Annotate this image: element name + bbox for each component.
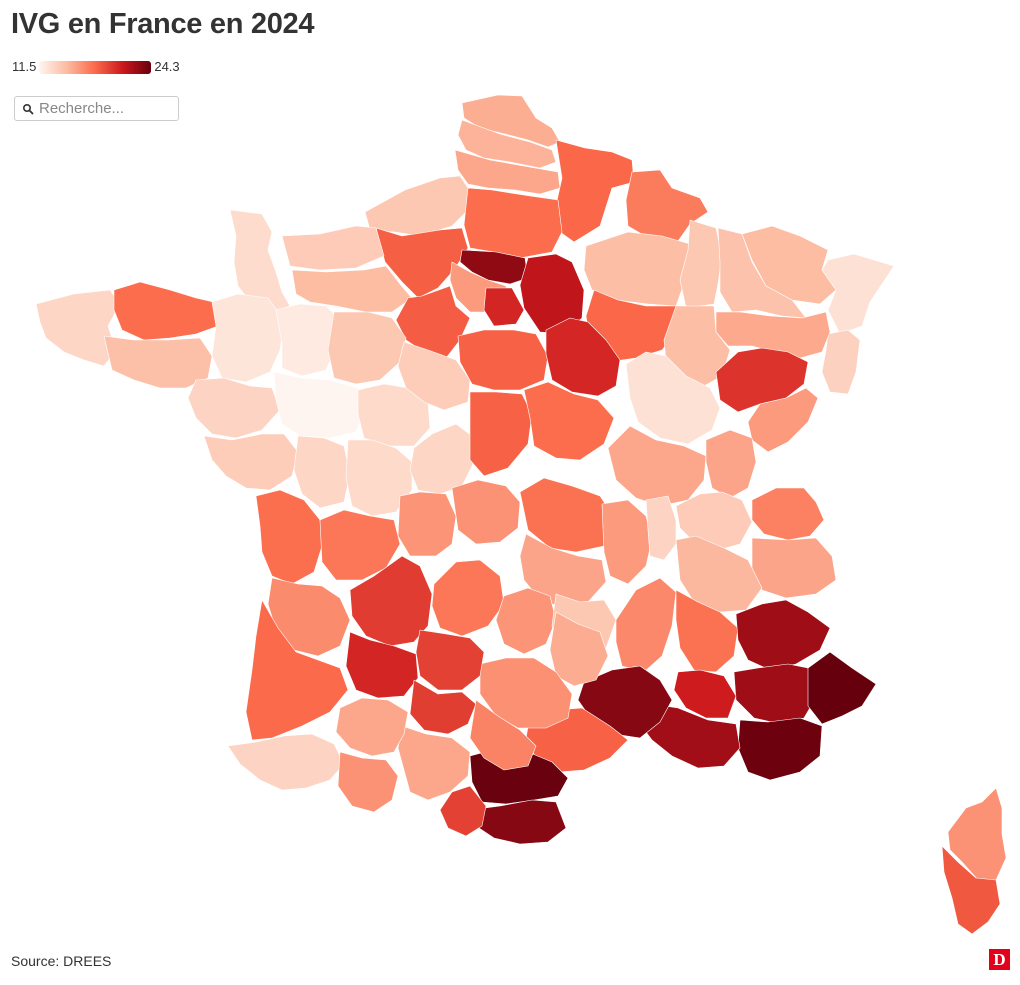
region-lot-et-garonne[interactable]: Lot-et-Garonne : 20.6 xyxy=(345,631,419,699)
legend-min-label: 11.5 xyxy=(12,59,37,74)
region-ariege[interactable]: Ariège : 19.5 xyxy=(439,785,487,837)
logo-icon[interactable]: D xyxy=(989,949,1010,970)
region-vendee[interactable]: Vendée : 13.7 xyxy=(203,433,299,491)
region-cotes-d-armor[interactable]: Côtes-d'Armor : 17.8 xyxy=(113,281,223,341)
region-bas-rhin[interactable]: Bas-Rhin : 12.6 xyxy=(821,253,895,335)
region-rhone[interactable]: Rhône : 13.3 xyxy=(645,495,677,561)
region-alpes-de-haute-provence[interactable]: Alpes-de-Haute-Provence : 22.5 xyxy=(733,663,819,725)
region-ardeche[interactable]: Ardèche : 16.7 xyxy=(615,577,677,673)
region-charente[interactable]: Charente : 17.4 xyxy=(319,509,401,581)
region-haute-saone[interactable]: Haute-Saône : 20 xyxy=(715,347,809,413)
region-essonne[interactable]: Essonne : 20.6 xyxy=(483,287,525,327)
region-cher[interactable]: Cher : 18.2 xyxy=(469,391,533,477)
region-aveyron[interactable]: Aveyron : 16.4 xyxy=(479,657,573,729)
region-creuse[interactable]: Creuse : 16.3 xyxy=(451,479,521,545)
region-cote-d-or[interactable]: Côte-d'Or : 12.6 xyxy=(625,351,721,445)
region-hautes-alpes[interactable]: Hautes-Alpes : 22.5 xyxy=(735,599,831,671)
region-corse-du-sud[interactable]: Corse-du-Sud : 18.6 xyxy=(941,845,1001,935)
region-morbihan[interactable]: Morbihan : 14.4 xyxy=(103,335,213,389)
region-finistere[interactable]: Finistère : 13.2 xyxy=(35,289,121,367)
region-haute-vienne[interactable]: Haute-Vienne : 16.2 xyxy=(397,491,457,557)
region-loire[interactable]: Loire : 16 xyxy=(601,499,653,585)
region-drome[interactable]: Drôme : 17.6 xyxy=(675,589,739,673)
region-doubs[interactable]: Doubs : 16 xyxy=(747,387,819,453)
region-dordogne[interactable]: Dordogne : 19.7 xyxy=(349,555,433,647)
region-loiret[interactable]: Loiret : 18.2 xyxy=(457,329,549,391)
region-tarn[interactable]: Tarn : 16.9 xyxy=(469,699,537,771)
region-pas-de-calais[interactable]: Pas-de-Calais : 15 xyxy=(457,119,557,169)
region-correze[interactable]: Corrèze : 17.4 xyxy=(431,559,505,637)
color-legend: 11.5 24.3 xyxy=(12,59,180,75)
region-seine-maritime[interactable]: Seine-Maritime : 14 xyxy=(364,175,469,237)
region-landes[interactable]: Landes : 17.9 xyxy=(245,599,349,741)
region-var[interactable]: Var : 24.1 xyxy=(737,717,823,781)
region-ille-et-vilaine[interactable]: Ille-et-Vilaine : 12.4 xyxy=(211,293,285,383)
region-saone-et-loire[interactable]: Saône-et-Loire : 15.5 xyxy=(607,425,707,507)
legend-color-ramp xyxy=(39,60,152,74)
region-haute-garonne[interactable]: Haute-Garonne : 15.5 xyxy=(397,725,471,801)
region-maine-et-loire[interactable]: Maine-et-Loire : 11.5 xyxy=(273,371,367,439)
region-deux-sevres[interactable]: Deux-Sèvres : 13.2 xyxy=(293,435,351,509)
region-ain[interactable]: Ain : 13.8 xyxy=(675,491,753,551)
region-alpes-maritimes[interactable]: Alpes-Maritimes : 24.3 xyxy=(807,651,877,725)
region-pyrenees-atlantiques[interactable]: Pyrénées-Atlantiques : 13.3 xyxy=(227,733,345,791)
search-box[interactable] xyxy=(14,96,179,121)
region-calvados[interactable]: Calvados : 13.8 xyxy=(281,225,385,271)
region-yonne[interactable]: Yonne : 20.5 xyxy=(545,317,621,397)
map-title: IVG en France en 2024 xyxy=(11,8,315,40)
region-loire-atlantique[interactable]: Loire-Atlantique : 13.3 xyxy=(187,377,281,439)
region-manche[interactable]: Manche : 12.9 xyxy=(229,209,291,313)
region-nievre[interactable]: Nièvre : 17.8 xyxy=(523,381,615,461)
region-isere[interactable]: Isère : 14.8 xyxy=(675,535,763,613)
region-meurthe-et-moselle[interactable]: Meurthe-et-Moselle : 14.3 xyxy=(717,227,807,319)
legend-max-label: 24.3 xyxy=(154,59,180,74)
search-icon xyxy=(22,103,34,115)
region-orne[interactable]: Orne : 14.6 xyxy=(291,265,413,313)
region-meuse[interactable]: Meuse : 14 xyxy=(679,219,723,309)
region-indre-et-loire[interactable]: Indre-et-Loire : 13 xyxy=(357,383,431,447)
region-vaucluse[interactable]: Vaucluse : 21 xyxy=(673,669,737,719)
region-val-d-oise[interactable]: Val-d'Oise : 23 xyxy=(459,249,529,285)
region-lot[interactable]: Lot : 19.5 xyxy=(415,629,485,691)
region-indre[interactable]: Indre : 13.2 xyxy=(409,423,475,495)
region-savoie[interactable]: Savoie : 15.6 xyxy=(751,537,837,599)
region-haute-corse[interactable]: Haute-Corse : 16.3 xyxy=(947,787,1007,881)
source-note: Source: DREES xyxy=(11,953,112,969)
region-lozere[interactable]: Lozère : 15.3 xyxy=(549,611,609,687)
region-vosges[interactable]: Vosges : 15.4 xyxy=(715,311,831,359)
region-aisne[interactable]: Aisne : 18 xyxy=(555,139,635,243)
region-haute-marne[interactable]: Haute-Marne : 14.5 xyxy=(663,305,731,387)
region-sarthe[interactable]: Sarthe : 14 xyxy=(327,311,407,385)
region-hautes-pyrenees[interactable]: Hautes-Pyrénées : 16.3 xyxy=(337,751,399,813)
region-oise[interactable]: Oise : 17.8 xyxy=(463,187,563,259)
region-haute-savoie[interactable]: Haute-Savoie : 17 xyxy=(751,487,825,541)
region-tarn-et-garonne[interactable]: Tarn-et-Garonne : 19.6 xyxy=(409,679,477,735)
region-haut-rhin[interactable]: Haut-Rhin : 13.5 xyxy=(821,329,861,395)
region-pyrenees-orientales[interactable]: Pyrénées-Orientales : 23.3 xyxy=(469,799,567,845)
region-charente-maritime[interactable]: Charente-Maritime : 17.7 xyxy=(255,489,323,585)
region-jura[interactable]: Jura : 15.6 xyxy=(705,429,757,499)
region-gers[interactable]: Gers : 15.5 xyxy=(335,697,409,757)
region-somme[interactable]: Somme : 15.5 xyxy=(454,149,561,195)
region-bouches-du-rhone[interactable]: Bouches-du-Rhône : 22.4 xyxy=(639,703,741,769)
region-cantal[interactable]: Cantal : 16.2 xyxy=(495,587,557,655)
search-input[interactable] xyxy=(39,100,174,117)
region-loir-et-cher[interactable]: Loir-et-Cher : 13.7 xyxy=(397,341,471,411)
